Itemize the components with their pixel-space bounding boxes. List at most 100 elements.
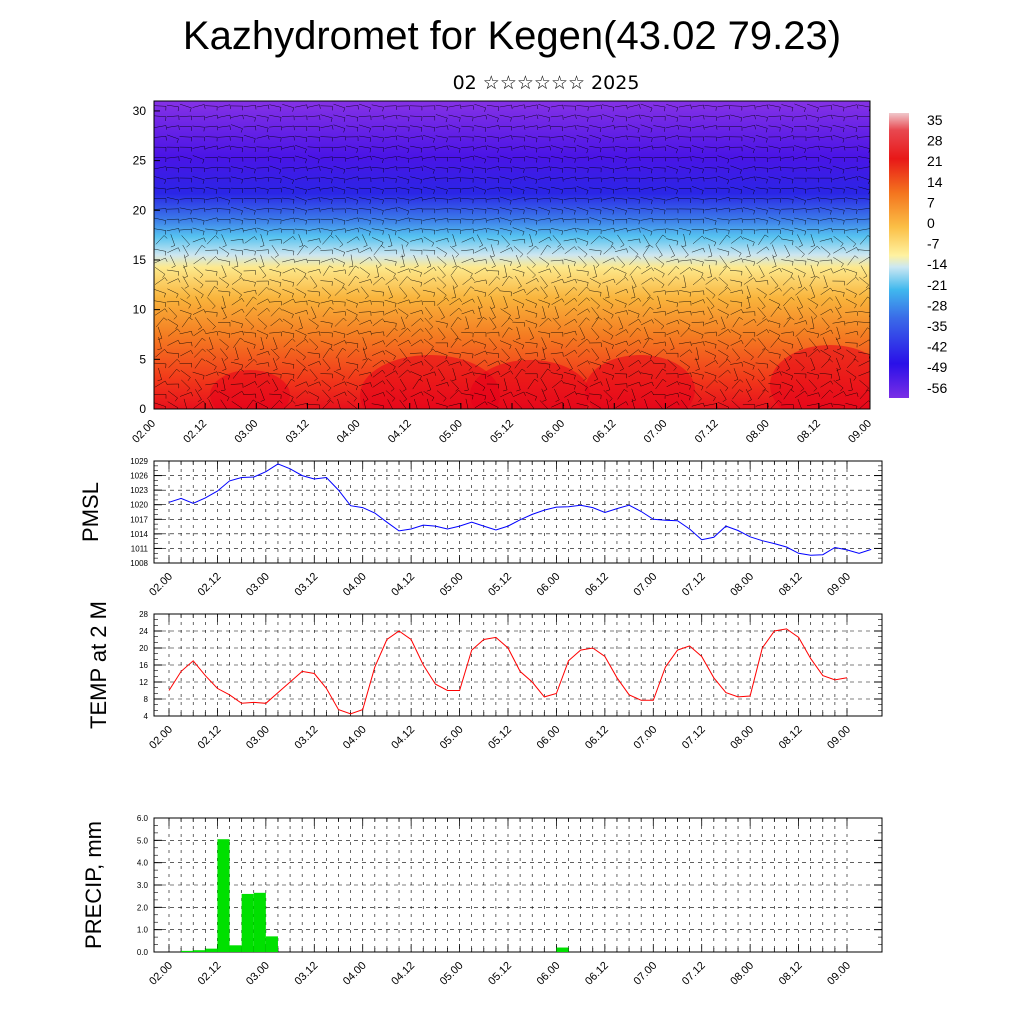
temp-panel-x-tick-label: 02.00 (147, 724, 175, 752)
pmsl-panel: 1029 1026 1023 1020 1017 1014 1011 1008 02.00 02.… (78, 457, 883, 599)
pmsl-panel-y-tick-label: 1014 (130, 530, 148, 539)
colorbar-label: -28 (927, 297, 947, 313)
precip-bar (556, 947, 569, 952)
precip-panel-x-tick-label: 05.00 (438, 960, 466, 988)
temperature-field (154, 101, 870, 409)
pmsl-panel-x-tick-label: 04.00 (341, 571, 369, 599)
xs-x-tick-label: 04.00 (335, 418, 363, 446)
precip-panel-x-tick-label: 07.00 (631, 960, 659, 988)
pmsl-panel-x-tick-label: 06.12 (583, 571, 611, 599)
xs-y-tick-label: 20 (133, 203, 147, 217)
colorbar-label: 7 (927, 194, 935, 210)
colorbar-label: -56 (927, 380, 947, 396)
temp-panel-x-tick-label: 08.12 (777, 724, 805, 752)
colorbar-label: 21 (927, 153, 943, 169)
temp-panel-x-tick-label: 05.00 (438, 724, 466, 752)
temp-panel-series-line (168, 628, 848, 715)
pmsl-panel-x-tick-label: 05.00 (438, 571, 466, 599)
precip-panel-y-tick-label: 0.0 (137, 948, 149, 957)
xs-x-tick-label: 02.12 (181, 418, 209, 446)
xs-x-tick-label: 09.00 (846, 418, 874, 446)
precip-panel-x-tick-label: 09.00 (825, 960, 853, 988)
temp-panel-x-tick-label: 06.12 (583, 724, 611, 752)
precip-panel-x-tick-label: 03.00 (244, 960, 272, 988)
xs-y-tick-label: 15 (133, 253, 147, 267)
pmsl-panel-x-tick-label: 02.00 (147, 571, 175, 599)
precip-panel-x-tick-label: 06.00 (535, 960, 563, 988)
temp-panel-y-tick-label: 28 (139, 610, 148, 619)
colorbar-label: 28 (927, 133, 943, 149)
precip-panel-x-tick-label: 03.12 (292, 960, 320, 988)
xs-x-tick-label: 02.00 (130, 418, 158, 446)
colorbar-label: -21 (927, 277, 947, 293)
pmsl-panel-x-tick-label: 08.12 (777, 571, 805, 599)
temp-panel-x-tick-label: 07.00 (631, 724, 659, 752)
pmsl-panel-x-tick-label: 09.00 (825, 571, 853, 599)
precip-panel-x-tick-label: 08.00 (728, 960, 756, 988)
xs-x-tick-label: 03.00 (232, 418, 260, 446)
xs-x-tick-label: 05.12 (488, 418, 516, 446)
pmsl-panel-x-tick-label: 05.12 (486, 571, 514, 599)
colorbar-label: 14 (927, 174, 943, 190)
temp-panel-x-tick-label: 03.12 (292, 724, 320, 752)
pmsl-panel-x-tick-label: 04.12 (389, 571, 417, 599)
chart-title: Kazhydromet for Kegen(43.02 79.23) (182, 14, 842, 58)
temp-panel-y-tick-label: 24 (139, 627, 148, 636)
precip-panel-y-axis-title: PRECIP, mm (81, 821, 106, 949)
precip-panel-x-tick-label: 07.12 (680, 960, 708, 988)
pmsl-panel-y-tick-label: 1029 (130, 457, 148, 466)
colorbar-label: -42 (927, 339, 947, 355)
xs-y-tick-label: 0 (139, 402, 146, 416)
pmsl-panel-y-tick-label: 1026 (130, 472, 148, 481)
precip-panel-y-tick-label: 1.0 (137, 926, 149, 935)
precip-bar (265, 936, 278, 952)
precip-panel-x-tick-label: 02.00 (147, 960, 175, 988)
colorbar: 35 28 21 14 7 0 -7 -14 -21 -28 -35 -42 -49 -56 (889, 112, 947, 398)
chart-subtitle: 02 ☆☆☆☆☆☆ 2025 (452, 72, 640, 94)
pmsl-panel-x-tick-label: 07.12 (680, 571, 708, 599)
warm-core (585, 355, 695, 409)
pmsl-panel-y-tick-label: 1017 (130, 515, 148, 524)
temp-panel-x-tick-label: 09.00 (825, 724, 853, 752)
precip-bar (181, 950, 194, 952)
wind-barbs (154, 103, 870, 409)
xs-y-tick-label: 10 (133, 303, 147, 317)
precip-panel-y-tick-label: 6.0 (137, 814, 149, 823)
temp-panel-x-tick-label: 05.12 (486, 724, 514, 752)
warm-core (360, 355, 500, 409)
colorbar-label: -7 (927, 236, 940, 252)
xs-x-tick-label: 07.00 (642, 418, 670, 446)
precip-panel-x-tick-label: 04.12 (389, 960, 417, 988)
pmsl-panel-x-tick-label: 03.00 (244, 571, 272, 599)
precip-bar (229, 945, 242, 952)
xs-x-tick-label: 07.12 (693, 418, 721, 446)
pmsl-panel-y-tick-label: 1023 (130, 486, 148, 495)
precip-panel-y-tick-label: 5.0 (137, 836, 149, 845)
precip-bar (217, 839, 230, 952)
xs-x-tick-label: 04.12 (386, 418, 414, 446)
temp-panel-y-tick-label: 20 (139, 644, 148, 653)
precip-bar (193, 950, 206, 952)
colorbar-label: -14 (927, 256, 947, 272)
temp-panel-y-tick-label: 12 (139, 678, 148, 687)
precipitation-panel: 6.0 5.0 4.0 3.0 2.0 1.0 0.0 02.00 02.12 03.00 03.1… (81, 814, 883, 988)
temperature-panel: 28 24 20 16 12 8 4 02.00 02.12 03.00 03.12 04.00 04.… (86, 601, 883, 752)
temp-panel-x-tick-label: 07.12 (680, 724, 708, 752)
precip-panel-x-tick-label: 08.12 (777, 960, 805, 988)
xs-x-tick-label: 06.12 (590, 418, 618, 446)
warm-core (470, 360, 590, 409)
precip-bar (205, 948, 218, 952)
precip-bar (241, 893, 254, 952)
xs-y-tick-label: 30 (133, 104, 147, 118)
colorbar-label: 35 (927, 112, 943, 128)
pmsl-panel-x-tick-label: 07.00 (631, 571, 659, 599)
temp-panel-y-tick-label: 4 (144, 712, 149, 721)
precip-bar (253, 892, 266, 952)
xs-x-tick-label: 06.00 (539, 418, 567, 446)
pmsl-panel-y-axis-title: PMSL (78, 482, 103, 542)
precip-panel-x-tick-label: 04.00 (341, 960, 369, 988)
temp-panel-x-tick-label: 04.12 (389, 724, 417, 752)
temp-panel-y-axis-title: TEMP at 2 M (86, 601, 111, 729)
colorbar-strip (889, 113, 909, 398)
